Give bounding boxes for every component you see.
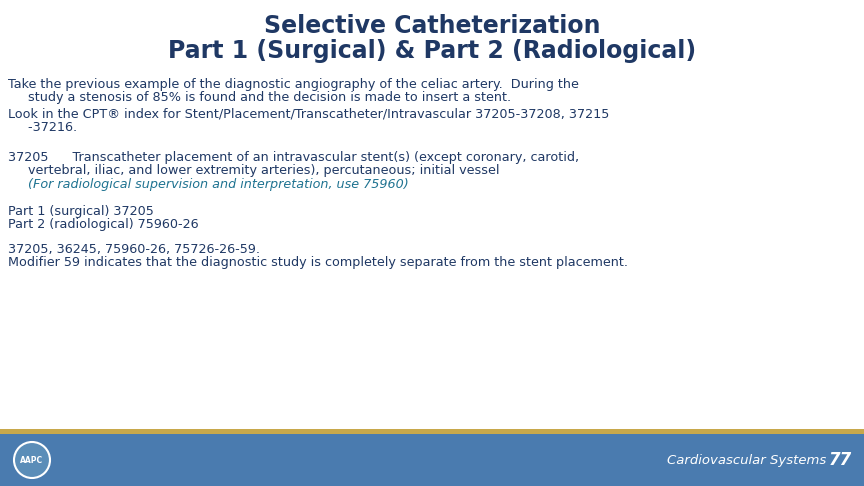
Text: Selective Catheterization: Selective Catheterization [264, 14, 600, 38]
Text: Look in the CPT® index for Stent/Placement/Transcatheter/Intravascular 37205-372: Look in the CPT® index for Stent/Placeme… [8, 108, 609, 121]
Text: Modifier 59 indicates that the diagnostic study is completely separate from the : Modifier 59 indicates that the diagnosti… [8, 256, 628, 269]
Text: 77: 77 [829, 451, 852, 469]
Text: -37216.: -37216. [8, 121, 77, 134]
Circle shape [14, 442, 50, 478]
Text: vertebral, iliac, and lower extremity arteries), percutaneous; initial vessel: vertebral, iliac, and lower extremity ar… [8, 164, 499, 177]
Text: Part 1 (surgical) 37205: Part 1 (surgical) 37205 [8, 205, 154, 218]
Text: study a stenosis of 85% is found and the decision is made to insert a stent.: study a stenosis of 85% is found and the… [8, 91, 511, 104]
Text: (For radiological supervision and interpretation, use 75960): (For radiological supervision and interp… [8, 178, 409, 191]
Text: 37205, 36245, 75960-26, 75726-26-59.: 37205, 36245, 75960-26, 75726-26-59. [8, 243, 260, 256]
Text: Cardiovascular Systems: Cardiovascular Systems [667, 453, 826, 467]
Text: 37205      Transcatheter placement of an intravascular stent(s) (except coronary: 37205 Transcatheter placement of an intr… [8, 151, 579, 164]
Text: Take the previous example of the diagnostic angiography of the celiac artery.  D: Take the previous example of the diagnos… [8, 78, 579, 91]
Text: AAPC: AAPC [21, 455, 43, 465]
Bar [0, 429, 864, 434]
Bar [0, 434, 864, 486]
Text: Part 1 (Surgical) & Part 2 (Radiological): Part 1 (Surgical) & Part 2 (Radiological… [168, 39, 696, 63]
Text: Part 2 (radiological) 75960-26: Part 2 (radiological) 75960-26 [8, 218, 199, 231]
